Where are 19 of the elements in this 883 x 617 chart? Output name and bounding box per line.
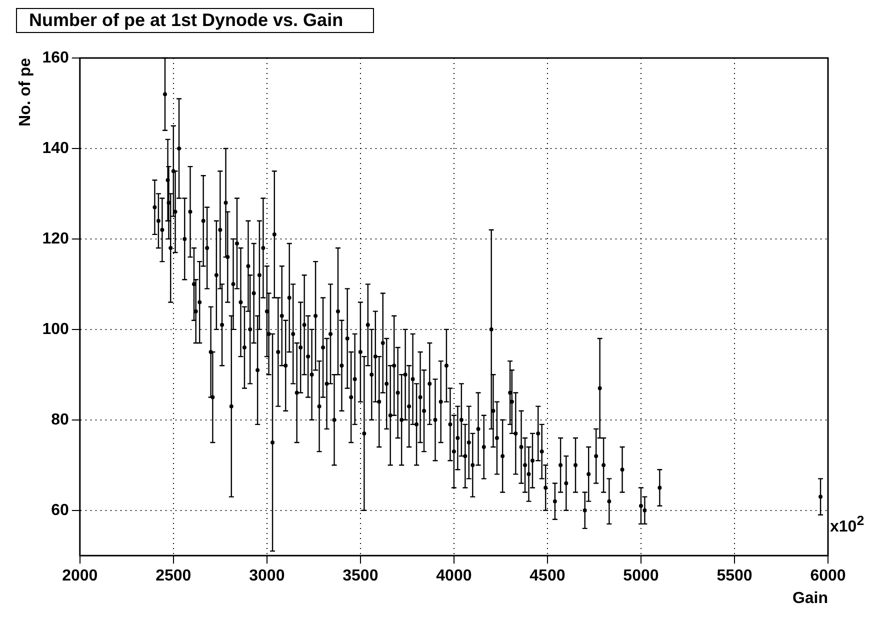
x-tick-label: 3500 <box>342 568 378 585</box>
chart-title: Number of pe at 1st Dynode vs. Gain <box>16 8 374 33</box>
y-tick-label: 80 <box>51 411 69 428</box>
y-tick-label: 100 <box>42 320 69 338</box>
y-tick-label: 120 <box>42 230 69 248</box>
y-tick-label: 60 <box>51 502 69 519</box>
x-tick-label: 6000 <box>810 568 846 585</box>
x-tick-label: 5500 <box>716 568 752 585</box>
x-axis-title: Gain <box>792 590 828 607</box>
y-tick-label: 140 <box>42 140 69 157</box>
x-tick-label: 3000 <box>249 568 285 585</box>
y-axis-title: No. of pe <box>17 58 34 126</box>
x-tick-label: 4000 <box>436 568 472 585</box>
text: x10$^{2}$ <box>830 513 864 536</box>
y-tick-label: 160 <box>42 49 69 66</box>
x-tick-label: 2000 <box>62 568 98 585</box>
x-tick-label: 5000 <box>623 568 659 585</box>
x-tick-label: 2500 <box>156 568 192 585</box>
x-tick-label: 4500 <box>530 568 566 585</box>
